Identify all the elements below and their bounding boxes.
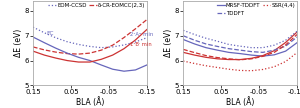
Text: 2¹Aᴳ min: 2¹Aᴳ min (130, 32, 153, 37)
X-axis label: BLA (Å): BLA (Å) (226, 97, 254, 107)
Y-axis label: ΔE (eV): ΔE (eV) (164, 29, 173, 57)
Text: 1¹Bᴵ min: 1¹Bᴵ min (130, 42, 152, 47)
Y-axis label: ΔE (eV): ΔE (eV) (14, 29, 23, 57)
Text: FC: FC (46, 31, 54, 36)
Legend: MRSF-TDDFT, TDDFT, SSR(4,4): MRSF-TDDFT, TDDFT, SSR(4,4) (217, 3, 296, 16)
Legend: EOM-CCSD, δ-CR-EOMCC(2,3): EOM-CCSD, δ-CR-EOMCC(2,3) (48, 3, 145, 8)
X-axis label: BLA (Å): BLA (Å) (76, 97, 104, 107)
